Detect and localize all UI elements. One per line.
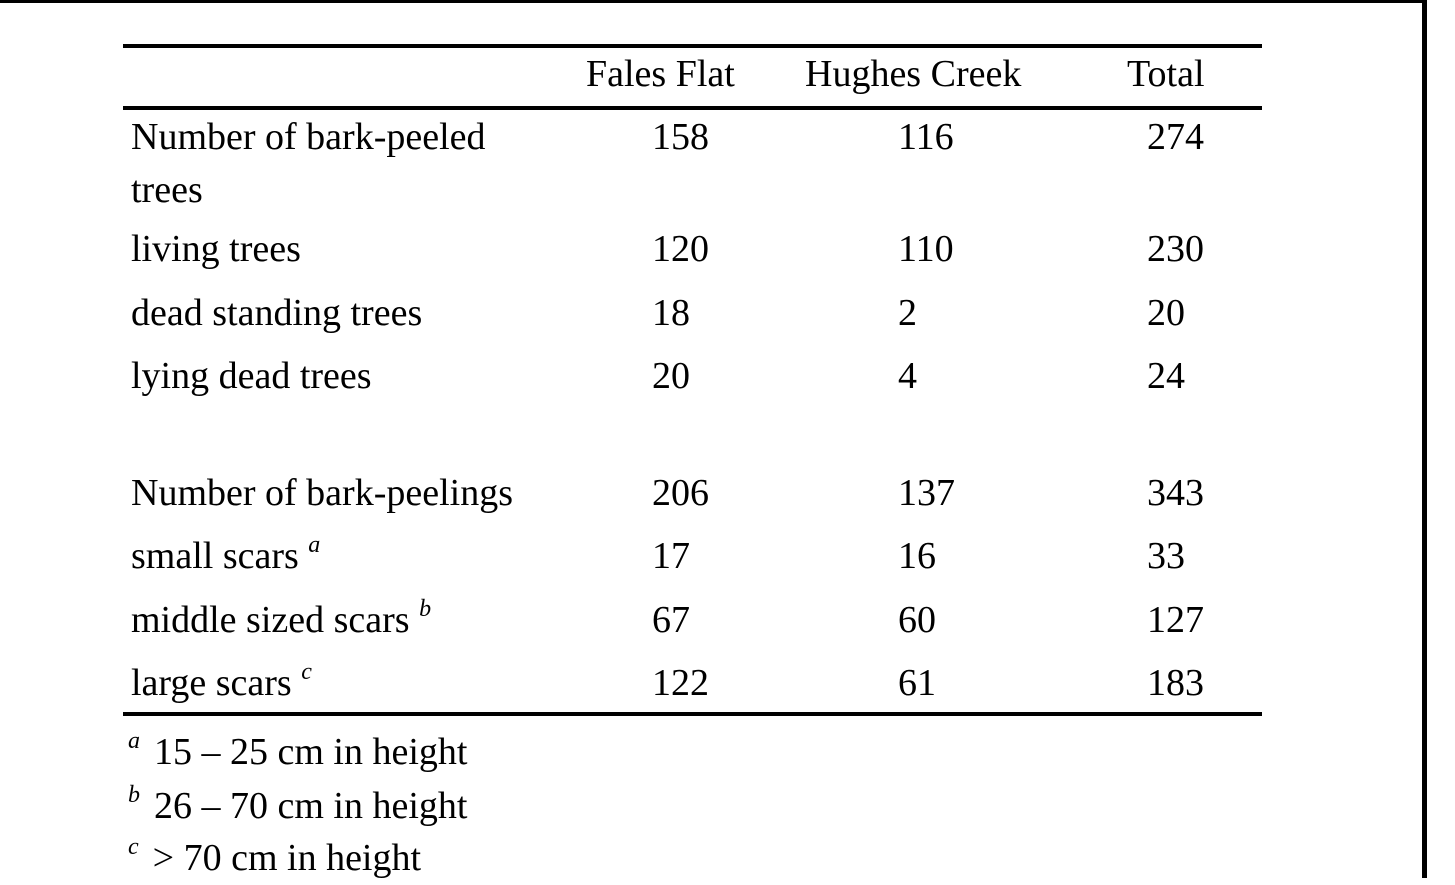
row-label-text: living trees xyxy=(131,228,301,270)
table-cell: 4 xyxy=(898,355,917,397)
footnote-text: > 70 cm in height xyxy=(152,837,422,879)
table-cell: 17 xyxy=(652,535,690,577)
footnote-mark: b xyxy=(128,782,140,808)
table-cell: 274 xyxy=(1147,116,1204,158)
row-label-text: Number of bark-peeled xyxy=(131,116,486,158)
footnote: a 15 – 25 cm in height xyxy=(128,728,468,779)
table-cell: 343 xyxy=(1147,472,1204,514)
frame-right-border xyxy=(1422,0,1427,878)
row-label: small scars a xyxy=(131,532,321,583)
top-rule xyxy=(123,44,1262,48)
table-cell: 33 xyxy=(1147,535,1185,577)
table-cell: 61 xyxy=(898,662,936,704)
table-cell: 24 xyxy=(1147,355,1185,397)
frame-top-border xyxy=(0,0,1426,3)
row-label-text: middle sized scars xyxy=(131,599,410,641)
row-label: large scars c xyxy=(131,659,312,710)
column-header-hughes-creek: Hughes Creek xyxy=(805,53,1022,95)
table-cell: 20 xyxy=(1147,292,1185,334)
footnote: b 26 – 70 cm in height xyxy=(128,782,468,833)
table-cell: 120 xyxy=(652,228,709,270)
table-cell: 110 xyxy=(898,228,954,270)
row-label: dead standing trees xyxy=(131,291,422,335)
table-cell: 158 xyxy=(652,116,709,158)
table-cell: 20 xyxy=(652,355,690,397)
table-cell: 122 xyxy=(652,662,709,704)
footnote-mark: a xyxy=(128,728,140,754)
table-cell: 67 xyxy=(652,599,690,641)
footnote-mark: a xyxy=(308,532,321,558)
table-cell: 206 xyxy=(652,472,709,514)
table-cell: 2 xyxy=(898,292,917,334)
footnote-mark: c xyxy=(128,834,139,860)
bottom-rule xyxy=(123,712,1262,716)
row-label: lying dead trees xyxy=(131,354,372,398)
column-header-total: Total xyxy=(1127,53,1205,95)
row-label-text: large scars xyxy=(131,662,292,704)
column-header-fales-flat: Fales Flat xyxy=(586,53,735,95)
header-rule xyxy=(123,106,1262,110)
table-cell: 230 xyxy=(1147,228,1204,270)
table-cell: 60 xyxy=(898,599,936,641)
footnote-mark: c xyxy=(301,659,312,685)
row-label: Number of bark-peeled xyxy=(131,115,486,159)
row-label-text: dead standing trees xyxy=(131,292,423,334)
table-cell: 116 xyxy=(898,116,954,158)
table-cell: 137 xyxy=(898,472,955,514)
row-label-text: lying dead trees xyxy=(131,355,372,397)
footnote-text: 15 – 25 cm in height xyxy=(154,731,468,773)
row-label-continued: trees xyxy=(131,169,203,211)
table-cell: 18 xyxy=(652,292,690,334)
row-label: Number of bark-peelings xyxy=(131,471,513,515)
row-label-text: Number of bark-peelings xyxy=(131,472,513,514)
table-cell: 183 xyxy=(1147,662,1204,704)
table-cell: 16 xyxy=(898,535,936,577)
footnote-mark: b xyxy=(419,596,432,622)
footnote: c > 70 cm in height xyxy=(128,834,422,885)
row-label-text: small scars xyxy=(131,535,299,577)
row-label: living trees xyxy=(131,227,301,271)
table-cell: 127 xyxy=(1147,599,1204,641)
footnote-text: 26 – 70 cm in height xyxy=(154,785,468,827)
row-label: middle sized scars b xyxy=(131,596,432,647)
